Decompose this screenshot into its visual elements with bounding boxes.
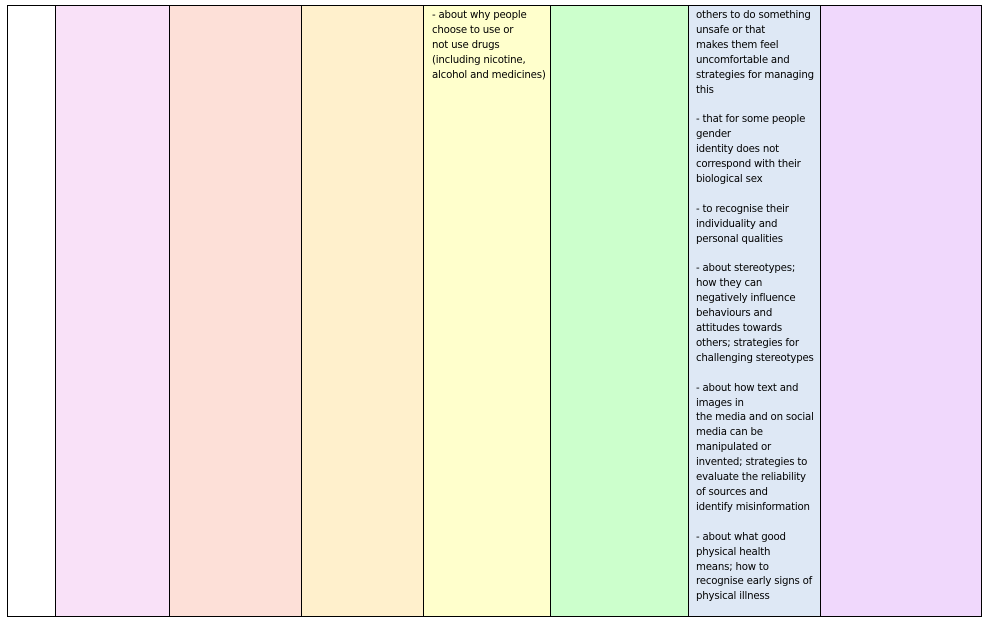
table-cell-7: others to do something unsafe or that ma… — [688, 5, 821, 617]
table-cell-3 — [169, 5, 302, 617]
table-cell-1 — [7, 5, 56, 617]
curriculum-table: - about why people choose to use or not … — [7, 5, 982, 617]
table-row: - about why people choose to use or not … — [7, 5, 982, 617]
table-cell-8 — [820, 5, 982, 617]
table-cell-6 — [550, 5, 689, 617]
table-cell-2 — [55, 5, 170, 617]
table-cell-4 — [301, 5, 424, 617]
table-cell-5: - about why people choose to use or not … — [423, 5, 551, 617]
